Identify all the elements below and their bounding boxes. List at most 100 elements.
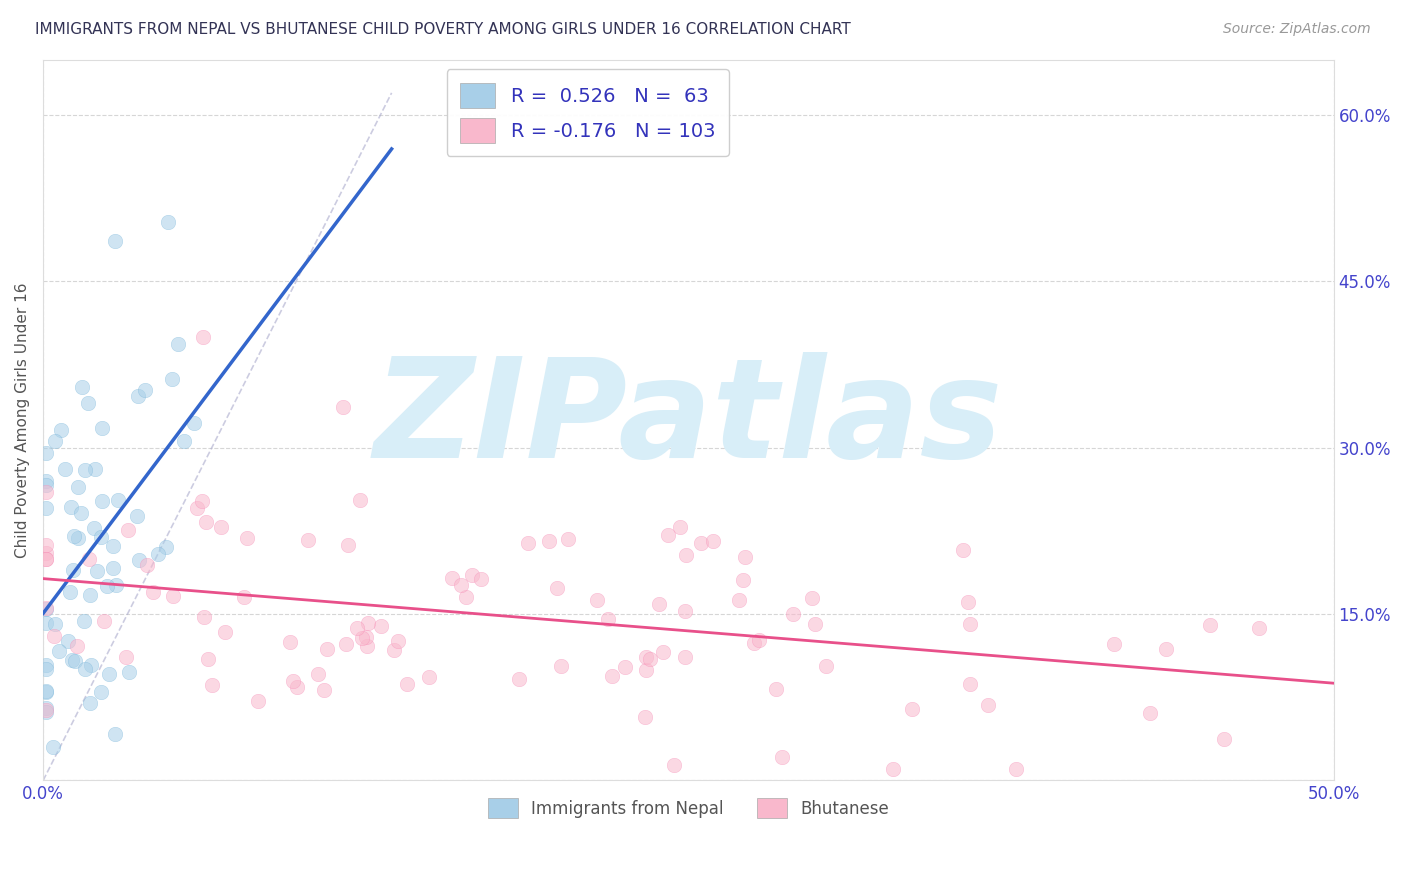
Point	[1005, 762, 1028, 776]
Point	[197, 652, 219, 666]
Point	[83, 521, 105, 535]
Point	[952, 542, 974, 557]
Point	[35, 683, 58, 698]
Point	[101, 561, 124, 575]
Point	[815, 658, 838, 673]
Point	[35, 662, 58, 676]
Point	[79, 588, 101, 602]
Text: IMMIGRANTS FROM NEPAL VS BHUTANESE CHILD POVERTY AMONG GIRLS UNDER 16 CORRELATIO: IMMIGRANTS FROM NEPAL VS BHUTANESE CHILD…	[35, 22, 851, 37]
Point	[103, 234, 125, 248]
Point	[35, 552, 58, 566]
Point	[596, 612, 619, 626]
Point	[183, 417, 205, 431]
Point	[193, 330, 215, 344]
Point	[508, 672, 530, 686]
Point	[118, 665, 141, 679]
Point	[281, 673, 304, 688]
Point	[53, 462, 76, 476]
Point	[142, 584, 165, 599]
Point	[60, 653, 83, 667]
Point	[690, 536, 713, 550]
Point	[73, 463, 96, 477]
Point	[80, 658, 103, 673]
Point	[734, 549, 756, 564]
Point	[470, 572, 492, 586]
Point	[35, 601, 58, 615]
Point	[35, 446, 58, 460]
Text: Source: ZipAtlas.com: Source: ZipAtlas.com	[1223, 22, 1371, 37]
Point	[765, 682, 787, 697]
Point	[454, 591, 477, 605]
Point	[702, 533, 724, 548]
Point	[135, 558, 157, 572]
Y-axis label: Child Poverty Among Girls Under 16: Child Poverty Among Girls Under 16	[15, 282, 30, 558]
Point	[117, 523, 139, 537]
Point	[382, 642, 405, 657]
Point	[673, 650, 696, 665]
Point	[246, 693, 269, 707]
Point	[748, 633, 770, 648]
Point	[90, 530, 112, 544]
Point	[332, 401, 354, 415]
Point	[91, 494, 114, 508]
Point	[634, 664, 657, 678]
Point	[1213, 731, 1236, 746]
Point	[48, 643, 70, 657]
Point	[125, 509, 148, 524]
Point	[67, 480, 90, 494]
Point	[155, 540, 177, 554]
Point	[337, 538, 360, 552]
Point	[209, 520, 232, 534]
Point	[801, 591, 824, 605]
Point	[1199, 618, 1222, 632]
Point	[357, 616, 380, 631]
Point	[35, 477, 58, 491]
Point	[134, 383, 156, 397]
Point	[162, 589, 184, 603]
Point	[1139, 706, 1161, 720]
Point	[1154, 641, 1177, 656]
Point	[315, 642, 337, 657]
Point	[770, 749, 793, 764]
Point	[614, 660, 637, 674]
Point	[350, 631, 373, 645]
Point	[312, 683, 335, 698]
Point	[354, 630, 377, 644]
Point	[450, 578, 472, 592]
Point	[35, 485, 58, 500]
Point	[128, 553, 150, 567]
Point	[104, 727, 127, 741]
Text: ZIPatlas: ZIPatlas	[374, 352, 1002, 487]
Point	[976, 698, 998, 713]
Point	[297, 533, 319, 548]
Point	[1102, 637, 1125, 651]
Point	[235, 531, 257, 545]
Point	[959, 616, 981, 631]
Point	[557, 532, 579, 546]
Point	[76, 396, 98, 410]
Point	[66, 531, 89, 545]
Point	[35, 546, 58, 560]
Point	[115, 649, 138, 664]
Point	[600, 669, 623, 683]
Point	[44, 617, 66, 632]
Point	[664, 758, 686, 772]
Point	[42, 629, 65, 643]
Point	[901, 702, 924, 716]
Point	[35, 601, 58, 615]
Point	[634, 649, 657, 664]
Point	[285, 680, 308, 694]
Point	[418, 670, 440, 684]
Point	[1247, 621, 1270, 635]
Point	[546, 581, 568, 595]
Point	[537, 533, 560, 548]
Point	[86, 564, 108, 578]
Point	[335, 637, 357, 651]
Point	[35, 538, 58, 552]
Point	[804, 617, 827, 632]
Point	[105, 578, 128, 592]
Point	[84, 462, 107, 476]
Point	[93, 614, 115, 628]
Point	[127, 389, 149, 403]
Point	[370, 619, 392, 633]
